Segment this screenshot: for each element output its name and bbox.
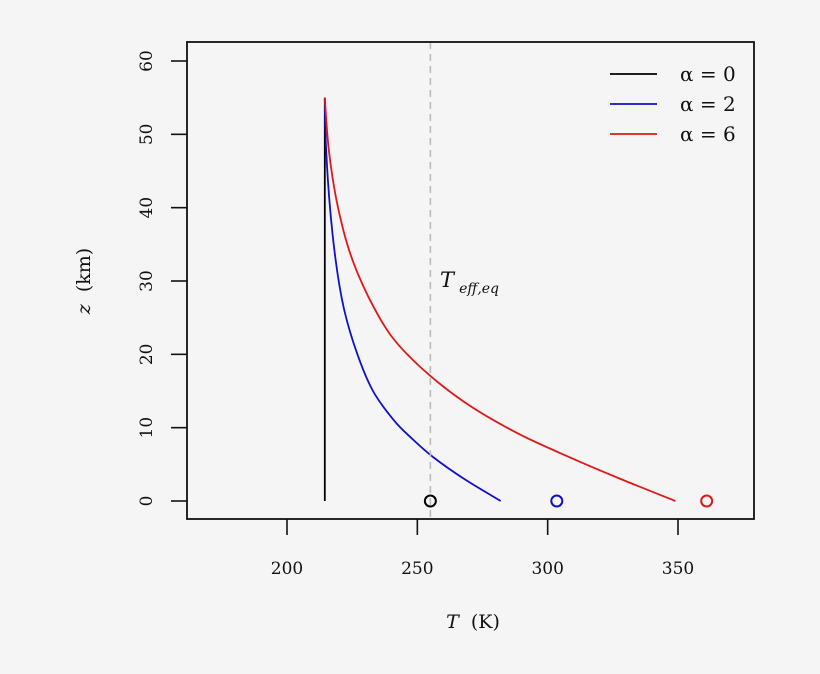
legend-label: α = 0 [680,62,736,86]
x-tick-label: 300 [531,559,563,579]
x-axis: 200 250 300 350 [271,519,694,579]
surface-marker-1 [550,494,564,508]
series-line-1 [323,97,502,502]
y-tick-label: 60 [137,50,157,72]
y-tick-label: 30 [137,270,157,292]
y-axis-label: z (km) [73,248,95,315]
legend-label: α = 2 [680,92,736,116]
y-tick-label: 10 [137,417,157,439]
y-tick-label: 40 [137,197,157,219]
surface-marker-0 [423,494,437,508]
y-tick-label: 0 [137,496,157,507]
legend: α = 0 α = 2 α = 6 [610,62,736,146]
y-tick-label: 20 [137,344,157,366]
surface-marker-2 [700,494,714,508]
x-tick-label: 350 [662,559,694,579]
x-axis-label: T (K) [446,611,500,633]
y-tick-label: 50 [137,124,157,146]
teff-annotation: T eff,eq [440,268,499,297]
legend-label: α = 6 [680,122,736,146]
series-line-2 [323,97,676,502]
plot-series [323,97,676,502]
x-tick-label: 250 [401,559,433,579]
y-axis: 0 10 20 30 40 50 60 [137,50,187,506]
surface-markers [423,494,714,508]
x-tick-label: 200 [271,559,303,579]
